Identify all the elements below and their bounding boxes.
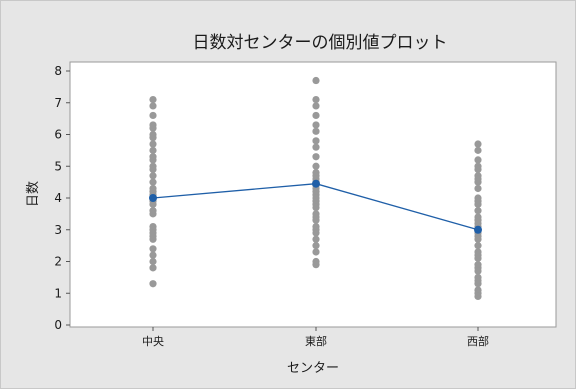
data-point [312, 153, 320, 161]
data-point [149, 257, 157, 266]
data-point [149, 245, 157, 253]
data-point [149, 178, 157, 186]
data-point [474, 140, 482, 148]
y-tick-label: 1 [54, 286, 62, 300]
data-point [149, 280, 157, 288]
data-point [149, 210, 157, 218]
data-point [312, 95, 320, 104]
data-point [312, 248, 320, 256]
data-point [474, 165, 482, 174]
data-point [312, 102, 320, 110]
data-point [474, 292, 482, 301]
data-point [474, 184, 482, 193]
data-point [312, 242, 320, 250]
data-point [149, 146, 157, 154]
chart-title: 日数対センターの個別値プロット [193, 33, 448, 53]
data-point [474, 178, 482, 186]
mean-point [149, 194, 157, 202]
data-point [312, 127, 320, 135]
data-point [312, 111, 320, 120]
y-tick-label: 6 [54, 128, 62, 142]
data-point [474, 242, 482, 250]
mean-point [312, 179, 320, 188]
data-point [312, 235, 320, 243]
data-point [474, 146, 482, 154]
y-tick-label: 3 [54, 223, 62, 237]
data-point [149, 134, 157, 142]
data-point [149, 102, 157, 110]
x-tick-label-3: 西部 [467, 334, 489, 348]
y-tick-label: 0 [54, 318, 62, 332]
data-point [312, 121, 320, 129]
x-tick-label-2: 東部 [305, 334, 327, 348]
data-point [474, 254, 482, 262]
data-point [149, 251, 157, 259]
data-point [312, 137, 320, 145]
y-tick-label: 8 [54, 64, 62, 78]
data-point [149, 264, 157, 272]
data-point [312, 229, 320, 237]
data-point [312, 216, 320, 224]
y-tick-label: 2 [54, 255, 62, 269]
data-point [149, 140, 157, 148]
data-point [312, 76, 320, 85]
data-point [149, 200, 157, 208]
y-axis-label: 日数 [26, 181, 41, 207]
y-tick-label: 4 [54, 191, 62, 205]
data-point [474, 207, 482, 215]
data-point [312, 261, 320, 269]
data-point [149, 172, 157, 180]
data-point [149, 124, 157, 132]
data-point [474, 267, 482, 275]
data-point [149, 235, 157, 243]
x-axis-label: センター [287, 361, 339, 376]
data-point [474, 280, 482, 288]
mean-point [474, 225, 482, 234]
data-point [474, 235, 482, 243]
data-point [149, 111, 157, 120]
y-tick-label: 7 [54, 96, 62, 110]
data-point [312, 143, 320, 151]
data-point [312, 203, 320, 212]
data-point [312, 162, 320, 170]
x-tick-label-1: 中央 [142, 335, 164, 348]
data-point [474, 156, 482, 164]
data-point [149, 165, 157, 174]
data-point [149, 95, 157, 104]
data-point [474, 200, 482, 208]
y-tick-label: 5 [54, 159, 62, 173]
data-point [149, 156, 157, 164]
